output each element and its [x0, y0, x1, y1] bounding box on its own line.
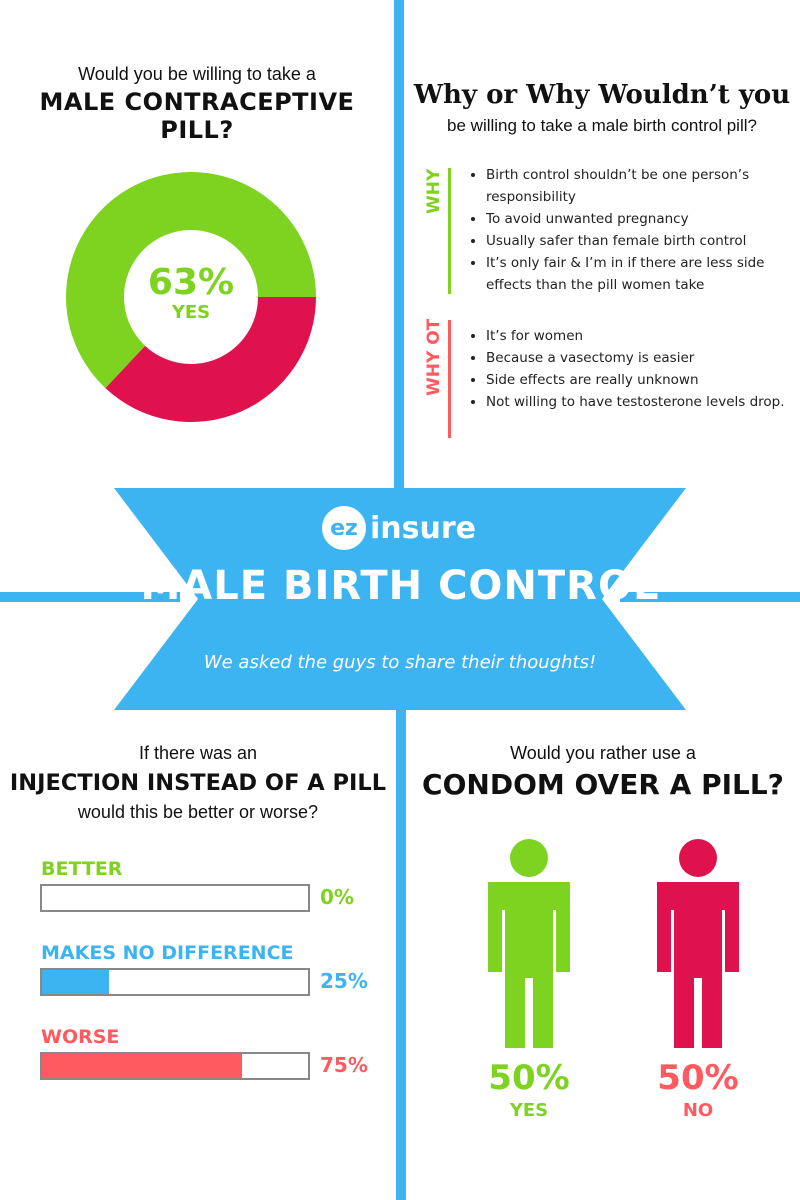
bar-fill-3 — [42, 1054, 242, 1078]
vertical-divider-top — [394, 0, 404, 500]
donut-center-value: 63% — [147, 262, 235, 303]
why-yes-reason-3: Usually safer than female birth control — [486, 230, 800, 252]
bar-track-1 — [40, 884, 310, 912]
bar-label-3: WORSE — [41, 1026, 120, 1048]
donut-chart: 63% YES — [65, 172, 316, 422]
why-no-list: It’s for womenBecause a vasectomy is eas… — [470, 325, 800, 413]
ezinsure-logo: ez insure — [322, 506, 476, 550]
banner-ribbon — [114, 488, 686, 710]
why-yes-bar — [448, 168, 451, 294]
person-value-no: 50% — [657, 1058, 739, 1098]
q1-title: MALE CONTRACEPTIVE PILL? — [39, 88, 355, 144]
person-label-yes: YES — [509, 1100, 549, 1121]
condom-intro: Would you rather use a — [510, 743, 696, 763]
donut-svg — [65, 172, 316, 422]
person-value-yes: 50% — [488, 1058, 570, 1098]
injection-intro: If there was an — [138, 743, 258, 763]
horizontal-divider-left — [0, 592, 180, 602]
why-subtitle: be willing to take a male birth control … — [447, 116, 757, 135]
why-yes-reason-4: It’s only fair & I’m in if there are les… — [486, 252, 800, 296]
why-no-reason-1: It’s for women — [486, 325, 800, 347]
person-icon-yes — [488, 839, 570, 1048]
why-yes-label: WHY — [424, 168, 444, 214]
why-title: Why or Why Wouldn’t you — [413, 80, 791, 110]
why-no-reason-2: Because a vasectomy is easier — [486, 347, 800, 369]
bar-label-1: BETTER — [41, 858, 123, 880]
person-icon-no — [657, 839, 739, 1048]
injection-title: INJECTION INSTEAD OF A PILL — [9, 770, 387, 796]
banner-subtitle: We asked the guys to share their thought… — [203, 652, 597, 673]
why-yes-reason-1: Birth control shouldn’t be one person’s … — [486, 164, 800, 208]
bar-value-3: 75% — [320, 1053, 368, 1077]
q1-intro: Would you be willing to take a — [78, 64, 316, 84]
logo-ez-badge: ez — [322, 506, 366, 550]
injection-subtitle: would this be better or worse? — [77, 802, 319, 822]
vertical-divider-bottom — [396, 705, 406, 1200]
condom-title: CONDOM OVER A PILL? — [422, 768, 784, 801]
bar-label-2: MAKES NO DIFFERENCE — [41, 942, 294, 964]
donut-slice-no — [105, 297, 316, 422]
banner-title: MALE BIRTH CONTROL — [140, 563, 660, 609]
bar-value-2: 25% — [320, 969, 368, 993]
donut-slice-yes — [65, 172, 316, 389]
why-yes-reason-2: To avoid unwanted pregnancy — [486, 208, 800, 230]
logo-name: insure — [370, 510, 476, 546]
bar-fill-2 — [42, 970, 109, 994]
bar-track-3 — [40, 1052, 310, 1080]
why-no-label: WHY OT — [424, 318, 444, 396]
why-no-bar — [448, 320, 451, 438]
donut-center-label: YES — [171, 302, 211, 323]
person-label-no: NO — [682, 1100, 714, 1121]
bar-value-1: 0% — [320, 885, 354, 909]
horizontal-divider-right — [620, 592, 800, 602]
why-no-reason-4: Not willing to have testosterone levels … — [486, 391, 800, 413]
bar-track-2 — [40, 968, 310, 996]
why-yes-list: Birth control shouldn’t be one person’s … — [470, 164, 800, 296]
why-no-reason-3: Side effects are really unknown — [486, 369, 800, 391]
